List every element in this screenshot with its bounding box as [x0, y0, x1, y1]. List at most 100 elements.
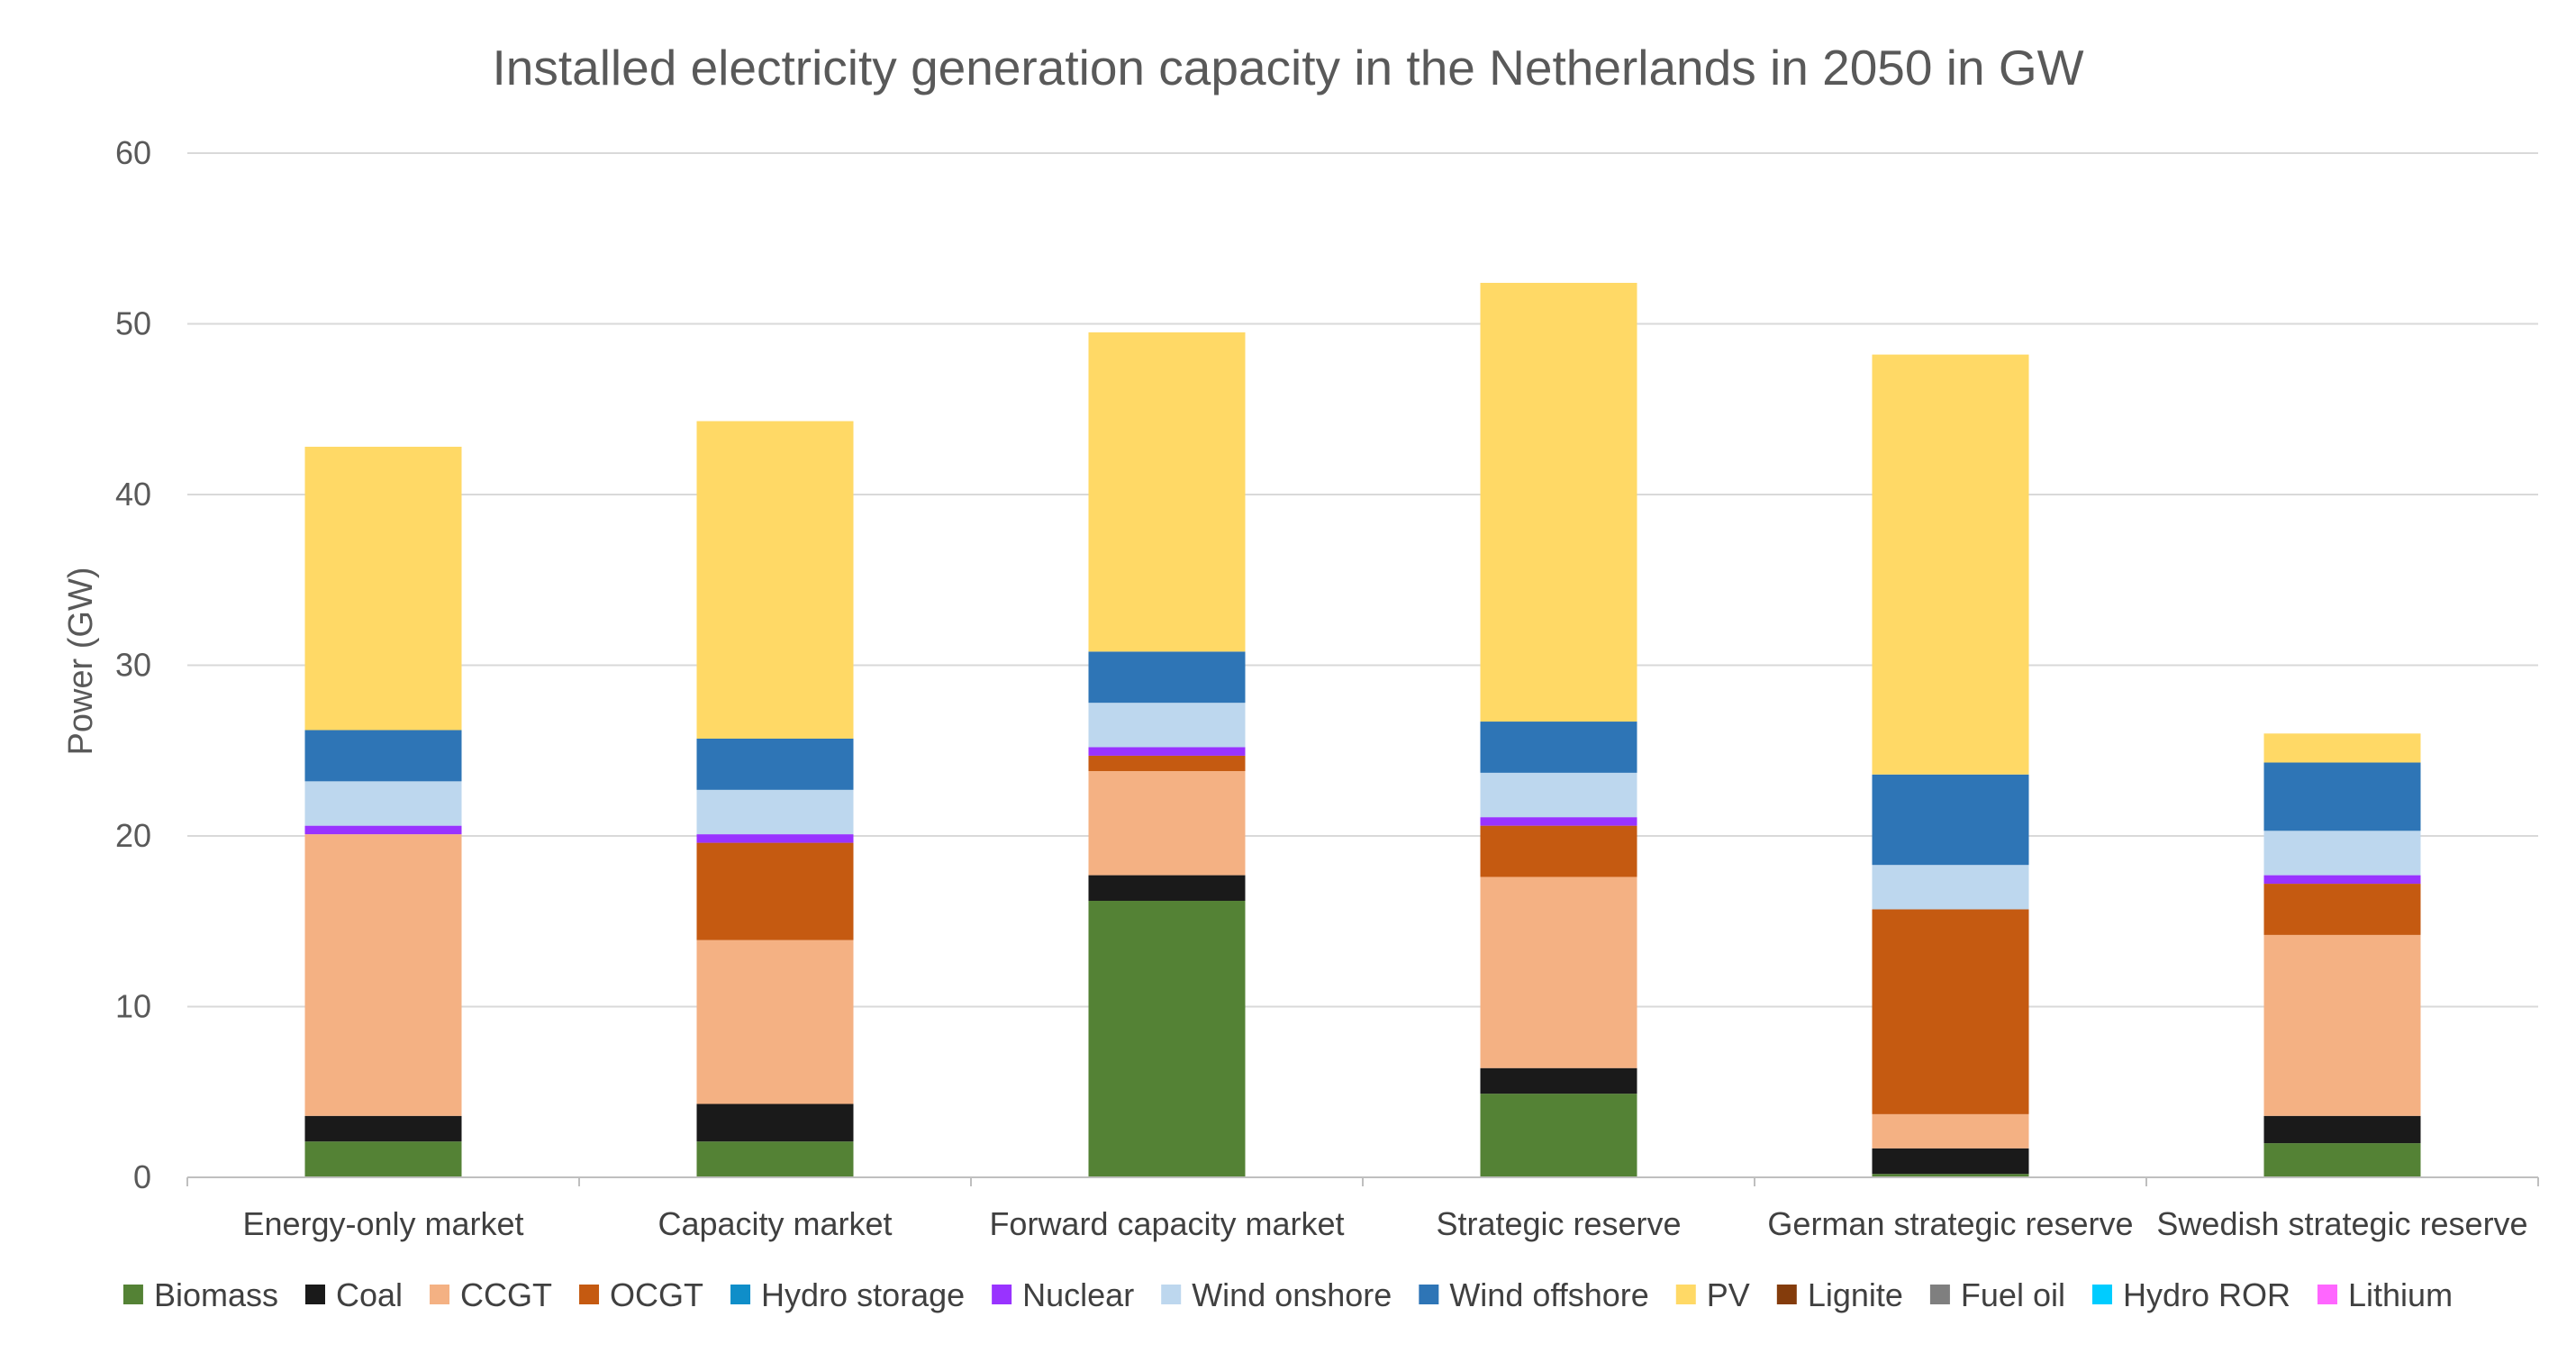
y-tick-label: 40: [115, 476, 151, 513]
bar-segment-biomass: [1088, 901, 1246, 1177]
legend-item: Hydro storage: [730, 1276, 965, 1313]
legend-item: Wind offshore: [1419, 1276, 1649, 1313]
legend-swatch: [579, 1285, 600, 1304]
axes: Energy-only market Capacity market Forward…: [186, 1176, 2539, 1242]
bar-segment-coal: [2263, 1115, 2421, 1144]
legend-item: Coal: [304, 1276, 403, 1313]
bar-segment-ccgt: [1480, 876, 1637, 1068]
legend-label: CCGT: [460, 1276, 552, 1313]
bar-segment-ocgt: [1872, 909, 2029, 1114]
bar-segment-biomass: [2263, 1143, 2421, 1177]
legend-swatch: [1675, 1285, 1696, 1304]
y-tick-label: 60: [115, 134, 151, 171]
y-tick-label: 30: [115, 647, 151, 684]
bar-segment-wind-offshore: [2263, 762, 2421, 831]
bar-segment-wind-onshore: [696, 789, 854, 835]
legend-label: PV: [1707, 1276, 1750, 1313]
bar-segment-coal: [304, 1115, 462, 1142]
bar-segment-ocgt: [1088, 755, 1246, 771]
legend: Biomass Coal CCGT OCGT Hydro storage Nuclear W…: [122, 1276, 2453, 1313]
legend-label: Wind offshore: [1449, 1276, 1648, 1313]
bar-segment-ccgt: [1088, 770, 1246, 876]
bar-segment-nuclear: [304, 825, 462, 835]
legend-item: CCGT: [430, 1276, 552, 1313]
bar-segment-pv: [1088, 331, 1246, 652]
bars: [304, 283, 2421, 1177]
y-axis-title: Power (GW): [62, 568, 100, 756]
legend-item: Nuclear: [992, 1276, 1134, 1313]
bar-segment-wind-onshore: [1872, 865, 2029, 910]
bar-segment-pv: [1872, 354, 2029, 775]
legend-item: Fuel oil: [1929, 1276, 2065, 1313]
bar-segment-wind-onshore: [1480, 772, 1637, 818]
bar-segment-nuclear: [2263, 875, 2421, 885]
bar-segment-nuclear: [1088, 747, 1246, 756]
bar-segment-ocgt: [1480, 825, 1637, 877]
legend-item: OCGT: [579, 1276, 703, 1313]
legend-swatch: [1776, 1285, 1797, 1304]
legend-swatch: [430, 1285, 450, 1304]
y-tick-label: 20: [115, 817, 151, 854]
bar-segment-biomass: [304, 1141, 462, 1177]
legend-swatch: [1161, 1285, 1182, 1304]
bar-segment-wind-offshore: [1480, 722, 1637, 773]
legend-swatch: [2091, 1285, 2112, 1304]
legend-swatch: [2317, 1285, 2337, 1304]
bar-segment-wind-offshore: [1088, 651, 1246, 704]
legend-swatch: [304, 1285, 325, 1304]
y-tick-label: 50: [115, 305, 151, 342]
legend-swatch: [1419, 1285, 1439, 1304]
legend-swatch: [730, 1285, 751, 1304]
legend-item: Biomass: [122, 1276, 278, 1313]
category-label: Swedish strategic reserve: [2156, 1205, 2527, 1242]
bar-segment-coal: [1480, 1067, 1637, 1094]
bar-segment-wind-onshore: [304, 781, 462, 826]
bar-segment-biomass: [1872, 1174, 2029, 1177]
bar-segment-ocgt: [696, 842, 854, 940]
category-label: Forward capacity market: [989, 1205, 1344, 1242]
legend-label: Lithium: [2348, 1276, 2453, 1313]
legend-label: OCGT: [610, 1276, 703, 1313]
bar-segment-pv: [696, 421, 854, 739]
legend-swatch: [992, 1285, 1012, 1304]
bar-segment-nuclear: [696, 834, 854, 843]
legend-item: Wind onshore: [1161, 1276, 1392, 1313]
bar-segment-ccgt: [1872, 1113, 2029, 1149]
legend-label: Lignite: [1808, 1276, 1903, 1313]
bar-segment-wind-offshore: [304, 730, 462, 782]
legend-label: Fuel oil: [1961, 1276, 2065, 1313]
legend-label: Hydro ROR: [2123, 1276, 2290, 1313]
legend-item: Lignite: [1776, 1276, 1903, 1313]
bar-segment-biomass: [1480, 1094, 1637, 1177]
category-label: Capacity market: [658, 1205, 892, 1242]
legend-label: Wind onshore: [1192, 1276, 1392, 1313]
legend-label: Nuclear: [1022, 1276, 1134, 1313]
bar-segment-ccgt: [696, 940, 854, 1104]
bar-segment-pv: [2263, 733, 2421, 763]
legend-item: Lithium: [2317, 1276, 2453, 1313]
y-tick-label: 10: [115, 988, 151, 1025]
category-label: Strategic reserve: [1436, 1205, 1681, 1242]
category-label: German strategic reserve: [1767, 1205, 2133, 1242]
bar-segment-biomass: [696, 1141, 854, 1177]
bar-segment-wind-offshore: [1872, 774, 2029, 866]
bar-segment-coal: [1088, 875, 1246, 902]
bar-segment-ocgt: [2263, 884, 2421, 935]
category-label: Energy-only market: [242, 1205, 523, 1242]
bar-segment-nuclear: [1480, 817, 1637, 826]
legend-item: Hydro ROR: [2091, 1276, 2290, 1313]
bar-segment-coal: [1872, 1148, 2029, 1175]
gridlines: 0 10 20 30 40 50 60: [115, 134, 2538, 1195]
legend-item: PV: [1675, 1276, 1750, 1313]
bar-segment-wind-onshore: [2263, 831, 2421, 876]
y-tick-label: 0: [133, 1158, 151, 1195]
legend-label: Biomass: [154, 1276, 278, 1313]
bar-segment-pv: [1480, 283, 1637, 722]
bar-segment-ccgt: [2263, 934, 2421, 1116]
bar-segment-coal: [696, 1103, 854, 1142]
bar-segment-pv: [304, 446, 462, 731]
legend-label: Coal: [336, 1276, 403, 1313]
legend-label: Hydro storage: [761, 1276, 965, 1313]
